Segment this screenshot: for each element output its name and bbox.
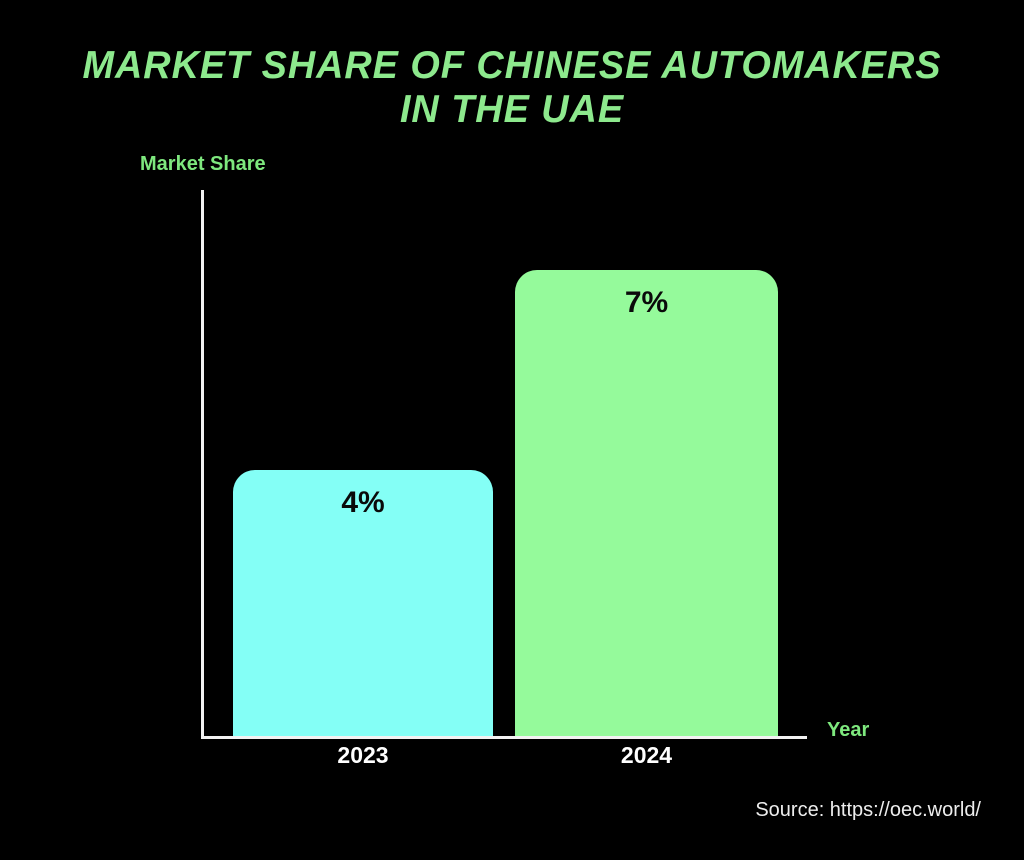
x-axis-label: Year [827,719,870,741]
x-axis-line [201,736,807,739]
y-axis-line [201,190,204,739]
chart-title: MARKET SHARE OF CHINESE AUTOMAKERS IN TH… [15,44,1008,132]
bar-2023: 4% [233,470,493,736]
bar-value-label-2024: 7% [624,286,669,319]
y-axis-label: Market Share [140,153,266,175]
x-tick-2023: 2023 [337,742,389,768]
bar-value-label-2023: 4% [341,486,385,519]
bar-2024: 7% [515,270,778,736]
chart-title-line2: IN THE UAE [399,88,625,131]
source-text: Source: https://oec.world/ [755,799,981,821]
chart-title-line1: MARKET SHARE OF CHINESE AUTOMAKERS [82,44,942,87]
x-tick-2024: 2024 [620,742,673,768]
